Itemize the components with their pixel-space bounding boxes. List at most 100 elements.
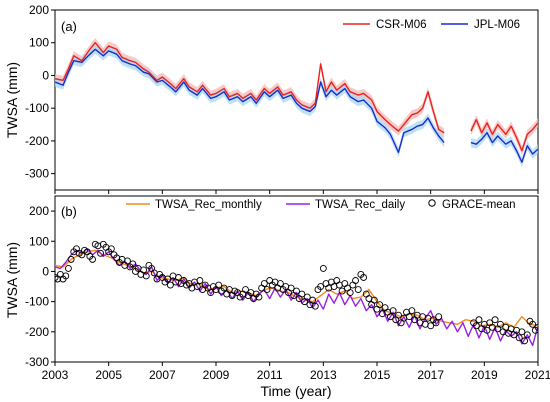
- panel-b-xlabel: Time (year): [260, 383, 331, 399]
- data-point-grace-mean: [193, 283, 201, 290]
- data-point-grace-mean: [293, 287, 300, 295]
- data-point-grace-mean: [142, 272, 150, 280]
- data-point-grace-mean: [303, 293, 311, 301]
- data-point-grace-mean: [129, 260, 137, 268]
- data-point-grace-mean: [123, 257, 131, 265]
- series-line-twsa-rec-monthly: [55, 249, 538, 328]
- data-point-grace-mean: [483, 326, 491, 334]
- data-point-grace-mean: [435, 313, 443, 321]
- data-point-grace-mean: [352, 277, 359, 284]
- data-point-grace-mean: [389, 307, 397, 315]
- data-point-grace-mean: [346, 289, 354, 297]
- panel-a-legend: CSR-M06 JPL-M06: [343, 19, 520, 31]
- data-point-grace-mean: [260, 280, 268, 287]
- data-point-grace-mean: [164, 275, 172, 283]
- y-tick-label: 0: [42, 264, 49, 278]
- data-point-grace-mean: [107, 245, 115, 253]
- data-point-grace-mean: [319, 264, 327, 272]
- data-point-grace-mean: [432, 319, 440, 327]
- x-tick-label: 2011: [257, 368, 283, 382]
- legend-label-twsa-rec-daily: TWSA_Rec_daily: [315, 199, 405, 211]
- data-point-grace-mean: [341, 280, 349, 287]
- data-point-grace-mean: [255, 293, 263, 301]
- data-point-grace-mean: [395, 311, 402, 319]
- x-tick-label: 2013: [310, 368, 337, 382]
- uncertainty-band: [470, 128, 538, 167]
- data-point-grace-mean: [215, 281, 223, 289]
- data-point-grace-mean: [386, 313, 394, 321]
- data-point-grace-mean: [196, 277, 204, 284]
- data-point-grace-mean: [405, 313, 413, 321]
- x-tick-label: 2019: [471, 368, 498, 382]
- data-point-grace-mean: [55, 274, 59, 281]
- data-point-grace-mean: [370, 296, 378, 304]
- panel-b-label: (b): [61, 204, 77, 219]
- data-point-grace-mean: [298, 290, 306, 298]
- data-point-grace-mean: [242, 286, 249, 294]
- data-point-grace-mean: [311, 302, 319, 310]
- data-point-grace-mean: [67, 255, 75, 263]
- series-line-jpl-m06: [55, 48, 445, 154]
- data-point-grace-mean: [309, 296, 317, 304]
- data-point-grace-mean: [333, 277, 341, 284]
- data-point-grace-mean: [529, 320, 537, 328]
- data-point-grace-mean: [373, 305, 381, 313]
- data-point-grace-mean: [534, 323, 538, 331]
- panel-a: -300 -200 -100 0 100 200 (a) TWSA (mm) CSR-M0…: [4, 3, 539, 194]
- panel-a-ylabel: TWSA (mm): [4, 62, 20, 138]
- data-point-grace-mean: [97, 249, 105, 257]
- x-tick-label: 2009: [203, 368, 230, 382]
- data-point-grace-mean: [140, 266, 148, 274]
- data-point-grace-mean: [263, 286, 271, 294]
- panel-b-frame: [54, 195, 539, 363]
- data-point-grace-mean: [317, 283, 325, 290]
- x-tick-label: 2003: [42, 368, 69, 382]
- uncertainty-band: [55, 44, 445, 157]
- y-tick-label: -300: [25, 355, 49, 369]
- data-point-grace-mean: [408, 307, 416, 315]
- data-point-grace-mean: [62, 272, 70, 280]
- x-tick-label: 2015: [364, 368, 391, 382]
- data-point-grace-mean: [515, 334, 523, 342]
- data-point-grace-mean: [166, 281, 174, 289]
- x-tick-label: 2007: [149, 368, 176, 382]
- data-point-grace-mean: [523, 331, 531, 339]
- x-tick-label: 2021: [525, 368, 550, 382]
- data-point-grace-mean: [354, 286, 362, 294]
- series-line-csr-m06: [55, 42, 445, 134]
- data-point-grace-mean: [64, 264, 72, 272]
- y-tick-label: 100: [29, 36, 49, 50]
- series-line-jpl-m06: [470, 132, 538, 163]
- data-point-grace-mean: [521, 337, 529, 345]
- series-line-csr-m06: [470, 118, 538, 152]
- legend-swatch-grace-mean: [428, 199, 436, 207]
- data-point-grace-mean: [360, 274, 368, 281]
- data-point-grace-mean: [276, 280, 284, 287]
- panel-a-frame: [54, 9, 539, 191]
- y-tick-label: -200: [25, 325, 49, 339]
- y-tick-label: 200: [29, 204, 49, 218]
- data-point-grace-mean: [491, 316, 499, 324]
- y-tick-label: 200: [29, 3, 49, 17]
- legend-label-twsa-rec-monthly: TWSA_Rec_monthly: [155, 199, 262, 211]
- legend-label-grace-mean: GRACE-mean: [442, 199, 516, 211]
- x-tick-label: 2017: [417, 368, 444, 382]
- data-point-grace-mean: [518, 328, 526, 336]
- y-tick-label: -100: [25, 295, 49, 309]
- legend-label-csr-m06: CSR-M06: [376, 19, 426, 31]
- data-point-grace-mean: [376, 301, 384, 309]
- x-tick-label: 2005: [95, 368, 122, 382]
- data-point-grace-mean: [472, 322, 480, 330]
- data-point-grace-mean: [475, 316, 483, 324]
- data-point-grace-mean: [349, 281, 357, 289]
- y-tick-label: -200: [25, 134, 49, 148]
- data-point-grace-mean: [207, 289, 215, 297]
- legend-label-jpl-m06: JPL-M06: [474, 19, 520, 31]
- data-point-grace-mean: [427, 322, 435, 330]
- panel-b: -300 -200 -100 0 100 200 2003 2005 2007 2009 2011…: [4, 195, 550, 399]
- data-point-grace-mean: [89, 255, 97, 263]
- y-tick-label: -300: [25, 167, 49, 181]
- data-point-grace-mean: [287, 284, 295, 292]
- panel-a-label: (a): [61, 19, 77, 34]
